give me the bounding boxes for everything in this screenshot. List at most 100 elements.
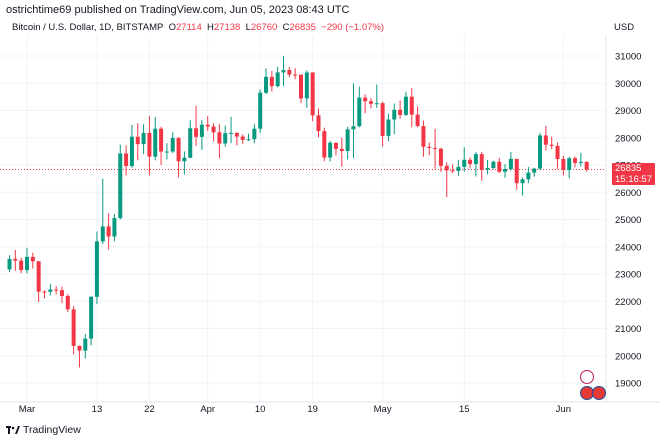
y-tick-label: 29000 [615,106,641,117]
candle-body [427,146,432,148]
candle-body [409,96,414,115]
candle-body [188,128,193,158]
candle-body [30,256,35,262]
lightning-icon[interactable] [580,370,594,384]
candle-body [578,161,583,163]
change-value: −290 (−1.07%) [321,22,385,33]
candle-body [252,128,257,140]
x-tick-label: 19 [307,404,318,415]
candle-body [65,295,70,310]
candle-body [54,289,59,291]
candle-body [450,170,455,172]
open-label: O [168,22,177,33]
candle-body [153,128,158,157]
currency-label: USD [614,22,635,33]
candle-body [106,226,111,237]
candle-body [403,96,408,115]
candle-body [287,70,292,75]
candle-body [48,289,53,292]
candle-body [234,132,239,137]
candle-body [100,226,105,242]
candle-body [205,124,210,127]
candle-body [13,258,18,261]
tradingview-logo-icon [6,425,20,434]
candle-body [380,103,385,136]
candle-body [264,76,269,93]
candle-body [433,147,438,149]
candle-body [118,153,123,219]
y-tick-label: 30000 [615,79,641,90]
candle-body [526,172,531,180]
symbol-name[interactable]: Bitcoin / U.S. Dollar, 1D, BITSTAMP [12,22,164,33]
candle-body [473,154,478,165]
candle-body [561,159,566,170]
candle-body [304,72,309,99]
candle-body [503,169,508,172]
candle-body [89,296,94,339]
candle-body [584,161,589,170]
last-price: 26835 [615,163,642,174]
candle-body [415,114,420,127]
candle-body [421,126,426,147]
candle-body [345,129,350,151]
candle-body [240,136,245,140]
candle-body [269,76,274,87]
candle-body [386,119,391,136]
candle-body [514,158,519,184]
candle-body [176,137,181,162]
brand-name: TradingView [23,424,81,436]
candle-body [351,126,356,130]
x-tick-label: 10 [255,404,266,415]
candle-body [246,139,251,141]
low-label: L [245,22,251,33]
candle-body [363,97,368,102]
candle-body [36,261,41,292]
candle-body [112,218,117,237]
candle-body [508,158,513,170]
candle-body [520,179,525,184]
candle-body [543,135,548,145]
candle-body [549,144,554,146]
y-tick-label: 20000 [615,351,641,362]
x-tick-label: 13 [92,404,103,415]
candle-body [316,115,321,132]
us-flag-icon[interactable] [592,386,606,400]
candle-body [164,151,169,153]
y-tick-label: 23000 [615,270,641,281]
candle-body [368,101,373,104]
candle-body [141,132,146,145]
candle-body [124,153,129,166]
bar-countdown: 15:16:57 [615,174,652,185]
x-tick-label: Apr [200,404,215,415]
candle-body [211,126,216,133]
candle-body [573,158,578,163]
candle-body [94,241,99,297]
candle-body [339,148,344,151]
candle-body [328,142,333,158]
y-tick-label: 25000 [615,215,641,226]
close-value: 26835 [289,22,316,33]
candle-body [147,132,152,157]
candle-body [357,97,362,127]
last-price-label: 26835 15:16:57 [612,163,655,185]
candle-body [293,74,298,76]
candle-body [310,72,315,116]
x-tick-label: Jun [556,404,571,415]
candle-body [322,131,327,158]
candle-body [438,148,443,166]
candle-body [170,137,175,152]
y-tick-label: 22000 [615,297,641,308]
candle-body [199,124,204,137]
candle-body [491,161,496,168]
footer: TradingView [6,424,81,436]
y-tick-label: 21000 [615,324,641,335]
candle-body [281,70,286,73]
candle-body [258,92,263,129]
candle-body [71,309,76,346]
candle-body [299,74,303,99]
candle-body [468,159,473,165]
candle-body [333,142,338,149]
candle-body [567,158,572,170]
candle-body [7,258,12,270]
